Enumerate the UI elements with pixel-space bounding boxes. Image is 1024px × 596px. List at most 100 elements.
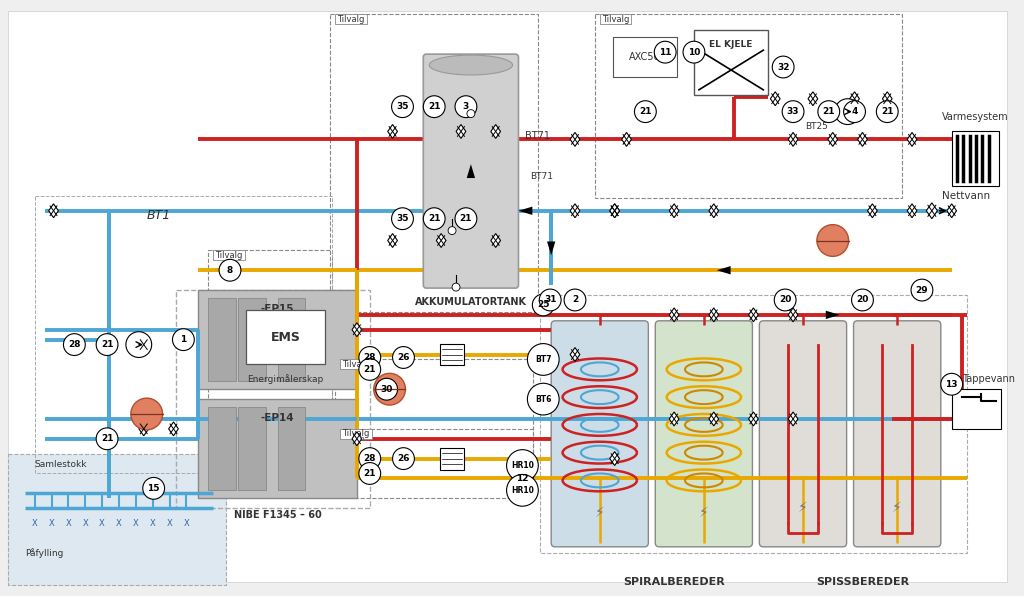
Polygon shape bbox=[570, 347, 580, 361]
Circle shape bbox=[391, 96, 414, 117]
Polygon shape bbox=[947, 204, 956, 218]
Circle shape bbox=[423, 208, 445, 229]
Text: X: X bbox=[133, 519, 138, 527]
Bar bbox=[951, 389, 1001, 429]
Circle shape bbox=[654, 41, 676, 63]
Circle shape bbox=[512, 467, 534, 489]
Polygon shape bbox=[867, 204, 878, 218]
Text: Tilvalg: Tilvalg bbox=[337, 15, 365, 24]
Text: Varmesystem: Varmesystem bbox=[942, 111, 1009, 122]
Text: 3: 3 bbox=[463, 102, 469, 111]
Polygon shape bbox=[850, 92, 859, 105]
Circle shape bbox=[835, 99, 860, 125]
Bar bbox=[612, 38, 677, 77]
Text: 25: 25 bbox=[537, 300, 550, 309]
Bar bbox=[238, 298, 265, 381]
Text: 35: 35 bbox=[396, 102, 409, 111]
Bar bbox=[330, 14, 539, 312]
Circle shape bbox=[683, 41, 705, 63]
Text: 35: 35 bbox=[396, 214, 409, 223]
Text: AXC50: AXC50 bbox=[629, 52, 660, 62]
FancyBboxPatch shape bbox=[551, 321, 648, 547]
Text: 21: 21 bbox=[881, 107, 894, 116]
Circle shape bbox=[527, 344, 559, 375]
Polygon shape bbox=[788, 308, 798, 322]
Text: BT71: BT71 bbox=[530, 172, 553, 181]
Circle shape bbox=[540, 289, 561, 311]
Bar bbox=[246, 310, 326, 364]
Text: 21: 21 bbox=[639, 107, 651, 116]
Text: Nettvann: Nettvann bbox=[942, 191, 990, 201]
Polygon shape bbox=[670, 204, 679, 218]
Circle shape bbox=[772, 56, 794, 78]
Text: 21: 21 bbox=[100, 434, 114, 443]
Text: Påfylling: Påfylling bbox=[26, 548, 63, 558]
Bar bbox=[35, 196, 332, 473]
Text: 30: 30 bbox=[381, 384, 393, 394]
Text: X: X bbox=[183, 519, 189, 527]
Polygon shape bbox=[139, 422, 148, 436]
Circle shape bbox=[782, 101, 804, 123]
Circle shape bbox=[131, 398, 163, 430]
Text: X: X bbox=[82, 519, 88, 527]
Text: 33: 33 bbox=[786, 107, 800, 116]
Circle shape bbox=[392, 347, 415, 368]
Polygon shape bbox=[749, 308, 759, 322]
Polygon shape bbox=[570, 204, 580, 218]
Text: X: X bbox=[66, 519, 72, 527]
Bar bbox=[440, 344, 464, 365]
Text: ⚡: ⚡ bbox=[798, 501, 808, 515]
Text: EMS: EMS bbox=[270, 331, 300, 344]
Circle shape bbox=[423, 96, 445, 117]
Circle shape bbox=[467, 110, 475, 117]
Bar bbox=[176, 290, 370, 508]
Circle shape bbox=[358, 347, 381, 368]
Text: X: X bbox=[99, 519, 105, 527]
Circle shape bbox=[532, 294, 554, 316]
Polygon shape bbox=[609, 204, 620, 218]
FancyBboxPatch shape bbox=[655, 321, 753, 547]
Text: X: X bbox=[116, 519, 122, 527]
Text: 10: 10 bbox=[688, 48, 700, 57]
Polygon shape bbox=[858, 132, 867, 147]
Text: AKKUMULATORTANK: AKKUMULATORTANK bbox=[415, 297, 527, 307]
Text: ⚡: ⚡ bbox=[595, 506, 604, 520]
Polygon shape bbox=[352, 323, 361, 337]
Circle shape bbox=[455, 96, 477, 117]
Polygon shape bbox=[139, 338, 148, 352]
Circle shape bbox=[63, 334, 85, 355]
Polygon shape bbox=[490, 125, 501, 138]
Polygon shape bbox=[467, 164, 475, 178]
Bar bbox=[199, 290, 357, 389]
Bar bbox=[440, 448, 464, 470]
Text: Tilvalg: Tilvalg bbox=[342, 429, 370, 438]
Text: 21: 21 bbox=[822, 107, 835, 116]
Bar bbox=[694, 30, 768, 95]
Text: EL KJELE: EL KJELE bbox=[709, 41, 753, 49]
Polygon shape bbox=[825, 311, 840, 319]
Text: 20: 20 bbox=[779, 296, 792, 305]
Text: 21: 21 bbox=[460, 214, 472, 223]
Circle shape bbox=[774, 289, 796, 311]
Polygon shape bbox=[788, 412, 798, 426]
Polygon shape bbox=[670, 308, 679, 322]
Text: Tilvalg: Tilvalg bbox=[602, 15, 630, 24]
Circle shape bbox=[376, 378, 397, 400]
Bar bbox=[208, 250, 332, 409]
Text: HR10: HR10 bbox=[511, 461, 534, 470]
Circle shape bbox=[564, 289, 586, 311]
Text: BT1: BT1 bbox=[146, 209, 171, 222]
Circle shape bbox=[635, 101, 656, 123]
Text: X: X bbox=[167, 519, 172, 527]
Circle shape bbox=[126, 332, 152, 358]
Text: HR10: HR10 bbox=[511, 486, 534, 495]
Circle shape bbox=[844, 101, 865, 123]
Text: Tilvalg: Tilvalg bbox=[342, 360, 370, 369]
Circle shape bbox=[941, 373, 963, 395]
Text: 29: 29 bbox=[915, 285, 929, 294]
Polygon shape bbox=[518, 207, 532, 215]
Text: 11: 11 bbox=[659, 48, 672, 57]
Circle shape bbox=[358, 358, 381, 380]
FancyBboxPatch shape bbox=[854, 321, 941, 547]
Polygon shape bbox=[49, 204, 58, 218]
